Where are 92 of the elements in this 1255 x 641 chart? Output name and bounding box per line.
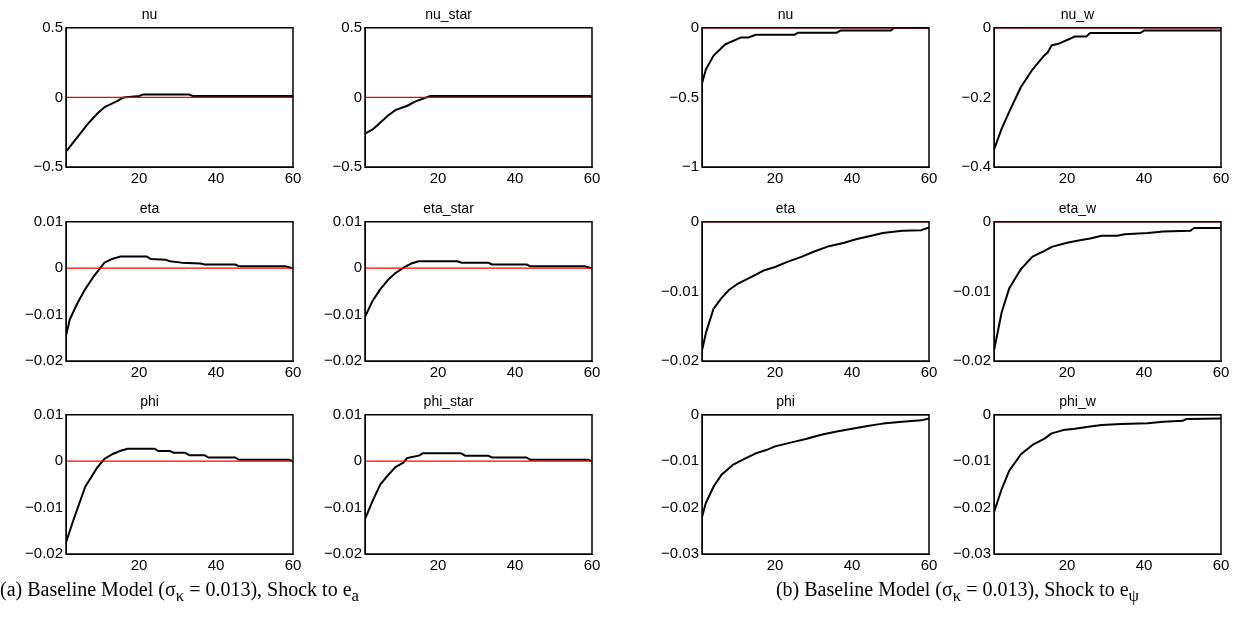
y-tick-label: −1	[681, 157, 699, 175]
x-tick-label: 20	[766, 169, 784, 187]
y-tick-label: 0	[690, 404, 699, 422]
x-tick-label: 20	[130, 556, 148, 574]
y-tick-label: 0.01	[33, 211, 63, 229]
chart-title: phi	[776, 393, 795, 410]
y-tick-label: 0	[982, 211, 991, 229]
y-tick-label: −0.01	[953, 281, 991, 299]
y-tick-label: −0.02	[25, 351, 63, 369]
x-tick-label: 20	[766, 363, 784, 381]
y-tick-label: 0	[353, 451, 362, 469]
x-tick-label: 20	[429, 556, 447, 574]
x-tick-label: 40	[1135, 556, 1153, 574]
x-tick-label: 60	[583, 169, 601, 187]
y-tick-label: −0.01	[661, 281, 699, 299]
x-tick-label: 40	[843, 556, 861, 574]
x-tick-label: 60	[583, 556, 601, 574]
y-tick-label: 0.01	[33, 404, 63, 422]
y-tick-label: −0.02	[953, 351, 991, 369]
y-tick-label: 0	[353, 87, 362, 105]
x-tick-label: 60	[1212, 169, 1230, 187]
y-tick-label: −0.01	[25, 497, 63, 515]
y-tick-label: −0.03	[661, 544, 699, 562]
y-tick-label: 0	[982, 17, 991, 35]
chart-title: phi	[140, 393, 159, 410]
chart-title: eta	[775, 200, 796, 217]
x-tick-label: 40	[506, 169, 524, 187]
x-tick-label: 40	[506, 556, 524, 574]
y-tick-label: −0.02	[953, 497, 991, 515]
chart-title: nu_w	[1060, 6, 1096, 23]
y-tick-label: −0.01	[324, 304, 362, 322]
y-tick-label: −0.01	[953, 451, 991, 469]
y-tick-label: −0.02	[661, 497, 699, 515]
x-tick-label: 20	[130, 169, 148, 187]
x-tick-label: 20	[429, 169, 447, 187]
chart-title: phi_star	[423, 393, 474, 410]
chart-title: eta_w	[1058, 200, 1098, 217]
y-tick-label: 0	[54, 451, 63, 469]
x-tick-label: 20	[766, 556, 784, 574]
y-tick-label: −0.5	[332, 157, 362, 175]
y-tick-label: 0	[690, 211, 699, 229]
y-tick-label: −0.02	[661, 351, 699, 369]
y-tick-label: −0.01	[324, 497, 362, 515]
text: (a) Baseline Model (σ$_{κ}$ = 0.013), Shock to e$_{a}$	[0, 578, 359, 606]
chart-title: phi_w	[1059, 393, 1097, 410]
y-tick-label: −0.5	[33, 157, 63, 175]
x-tick-label: 60	[284, 556, 302, 574]
x-tick-label: 20	[429, 363, 447, 381]
x-tick-label: 40	[207, 363, 225, 381]
x-tick-label: 60	[920, 363, 938, 381]
y-tick-label: −0.2	[961, 87, 991, 105]
y-tick-label: 0.5	[42, 17, 63, 35]
x-tick-label: 40	[207, 556, 225, 574]
x-tick-label: 40	[843, 363, 861, 381]
y-tick-label: −0.02	[324, 351, 362, 369]
y-tick-label: 0	[54, 87, 63, 105]
chart-title: nu	[777, 6, 794, 23]
y-tick-label: −0.02	[25, 544, 63, 562]
y-tick-label: −0.01	[661, 451, 699, 469]
chart-title: nu	[141, 6, 158, 23]
x-tick-label: 20	[1058, 556, 1076, 574]
y-tick-label: −0.5	[669, 87, 699, 105]
x-tick-label: 40	[843, 169, 861, 187]
x-tick-label: 40	[207, 169, 225, 187]
y-tick-label: 0.5	[341, 17, 362, 35]
y-tick-label: −0.01	[25, 304, 63, 322]
x-tick-label: 40	[506, 363, 524, 381]
chart-title: eta	[139, 200, 160, 217]
y-tick-label: −0.4	[961, 157, 991, 175]
y-tick-label: −0.02	[324, 544, 362, 562]
x-tick-label: 60	[1212, 363, 1230, 381]
y-tick-label: 0.01	[332, 211, 362, 229]
y-tick-label: 0	[353, 258, 362, 276]
x-tick-label: 60	[920, 556, 938, 574]
x-tick-label: 60	[284, 363, 302, 381]
y-tick-label: 0	[982, 404, 991, 422]
chart-title: nu_star	[425, 6, 473, 23]
x-tick-label: 20	[1058, 363, 1076, 381]
x-tick-label: 60	[1212, 556, 1230, 574]
y-tick-label: 0	[690, 17, 699, 35]
x-tick-label: 40	[1135, 169, 1153, 187]
text: (b) Baseline Model (σ$_{κ}$ = 0.013), Shock to e$_{ψ}$	[774, 578, 1141, 606]
x-tick-label: 60	[920, 169, 938, 187]
x-tick-label: 60	[583, 363, 601, 381]
x-tick-label: 20	[130, 363, 148, 381]
y-tick-label: 0	[54, 258, 63, 276]
y-tick-label: 0.01	[332, 404, 362, 422]
chart-title: eta_star	[423, 200, 475, 217]
y-tick-label: −0.03	[953, 544, 991, 562]
x-tick-label: 20	[1058, 169, 1076, 187]
x-tick-label: 60	[284, 169, 302, 187]
x-tick-label: 40	[1135, 363, 1153, 381]
